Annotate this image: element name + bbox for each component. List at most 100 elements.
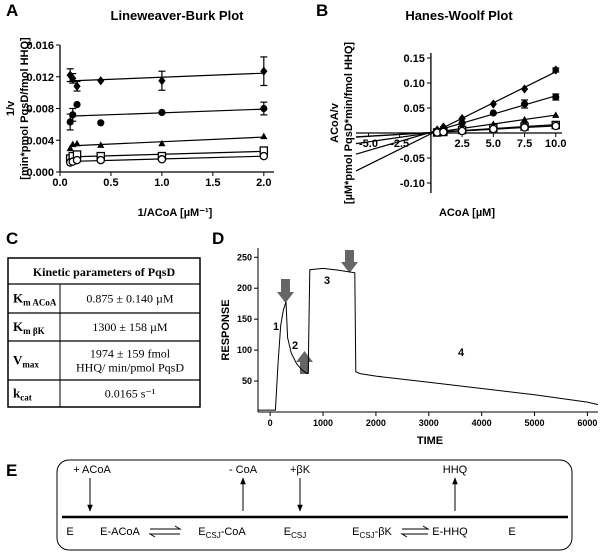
marker: [260, 66, 268, 76]
marker: [520, 100, 529, 108]
x-axis-label: ACoA [µM]: [439, 207, 495, 219]
injection-arrow: [277, 279, 294, 303]
enzyme-state: ECSJ-βK: [352, 526, 392, 540]
parameter-symbol: V: [13, 353, 23, 368]
marker: [96, 155, 106, 165]
state-text: E: [284, 526, 291, 538]
equilibrium-arrow: [148, 525, 182, 538]
reagent-label: + ACoA: [73, 464, 111, 476]
state-text: -βK: [375, 526, 393, 538]
parameter-name: Vmax: [13, 353, 39, 370]
state-subscript: CSJ: [291, 531, 306, 540]
state-text: E-HHQ: [432, 526, 468, 538]
state-text: E: [352, 526, 359, 538]
panel-letter: A: [6, 1, 18, 20]
y-tick-label: -0.05: [400, 153, 425, 165]
marker: [489, 109, 497, 117]
injection-arrow: [296, 351, 313, 374]
equilibrium-arrow: [400, 525, 430, 538]
marker: [552, 111, 560, 118]
y-axis-label: RESPONSE: [220, 299, 232, 360]
marker: [551, 121, 561, 131]
enzyme-state: ECSJ-CoA: [198, 526, 246, 540]
marker: [66, 70, 74, 80]
enzyme-state: E: [66, 526, 73, 538]
x-tick-label: 0: [268, 418, 273, 428]
parameter-subscript: m ACoA: [23, 298, 57, 308]
parameter-subscript: cat: [20, 393, 32, 403]
marker: [73, 100, 81, 109]
y-axis-label: ACoA/v: [329, 102, 341, 143]
table-frame: [7, 257, 201, 408]
parameter-name: Km ACoA: [13, 291, 57, 308]
y-tick-label: 200: [237, 283, 252, 293]
panel-letter: B: [316, 1, 328, 20]
marker: [97, 119, 105, 127]
table-title: Kinetic parameters of PqsD: [33, 265, 176, 279]
marker: [157, 155, 167, 164]
y-tick-label: 0.008: [26, 104, 54, 116]
x-tick-label: 0.5: [103, 177, 118, 189]
parameter-value: 0.875 ± 0.140 µM: [86, 292, 174, 306]
x-tick-label: 6000: [577, 418, 597, 428]
y-tick-label: 0.10: [403, 78, 424, 90]
reagent-label: - CoA: [229, 464, 258, 476]
phase-label: 3: [324, 275, 330, 287]
marker: [457, 126, 467, 136]
x-tick-label: 2000: [366, 418, 386, 428]
y-axis-label: [min*pmol PqsD/fmol HHQ]: [19, 37, 31, 180]
y-axis-label: [µM*pmol PqsD*min/fmol HHQ]: [343, 42, 355, 205]
marker: [66, 144, 74, 152]
y-tick-label: 0.016: [26, 40, 54, 52]
phase-label: 4: [458, 347, 465, 359]
state-text: E: [508, 526, 515, 538]
x-tick-label: 10.0: [545, 138, 566, 150]
marker: [73, 139, 81, 147]
marker: [69, 111, 77, 119]
state-subscript: CSJ: [359, 531, 374, 540]
marker: [158, 139, 166, 147]
enzyme-state: E-HHQ: [432, 526, 468, 538]
marker: [439, 127, 448, 137]
marker: [552, 65, 560, 75]
phase-label: 1: [273, 321, 279, 333]
marker: [69, 73, 77, 83]
parameter-value: 1974 ± 159 fmol: [90, 347, 171, 361]
x-tick-label: 0.0: [52, 177, 67, 189]
x-tick-label: 1.0: [154, 177, 169, 189]
chart-title: Lineweaver-Burk Plot: [111, 8, 245, 23]
marker: [97, 141, 105, 148]
chart-title: Hanes-Woolf Plot: [405, 8, 513, 23]
y-axis-label: 1/v: [5, 100, 17, 116]
trend-line: [70, 136, 264, 147]
marker: [520, 123, 529, 132]
y-tick-label: -0.10: [400, 178, 425, 190]
parameter-value: 0.0165 s⁻¹: [105, 387, 156, 401]
marker: [72, 155, 82, 165]
x-tick-label: 7.5: [517, 138, 532, 150]
state-text: E-ACoA: [100, 526, 140, 538]
parameter-subscript: max: [22, 360, 39, 370]
marker: [489, 99, 497, 109]
parameter-subscript: m βK: [23, 326, 45, 336]
x-axis-label: TIME: [417, 435, 443, 447]
marker: [66, 118, 74, 126]
y-tick-label: 0.15: [403, 53, 424, 65]
state-text: E: [198, 526, 205, 538]
parameter-symbol: K: [13, 319, 24, 334]
marker: [259, 151, 269, 161]
y-tick-label: 0.05: [403, 103, 424, 115]
x-tick-label: 5000: [525, 418, 545, 428]
x-tick-label: 2.0: [256, 177, 271, 189]
x-tick-label: 5.0: [486, 138, 501, 150]
injection-arrow: [341, 250, 358, 273]
y-tick-label: 250: [237, 252, 252, 262]
marker: [158, 108, 166, 117]
state-text: E: [66, 526, 73, 538]
parameter-symbol: K: [13, 291, 24, 306]
y-tick-label: 0.012: [26, 72, 54, 84]
enzyme-state: E: [508, 526, 515, 538]
parameter-symbol: k: [13, 386, 21, 401]
state-text: -CoA: [221, 526, 247, 538]
